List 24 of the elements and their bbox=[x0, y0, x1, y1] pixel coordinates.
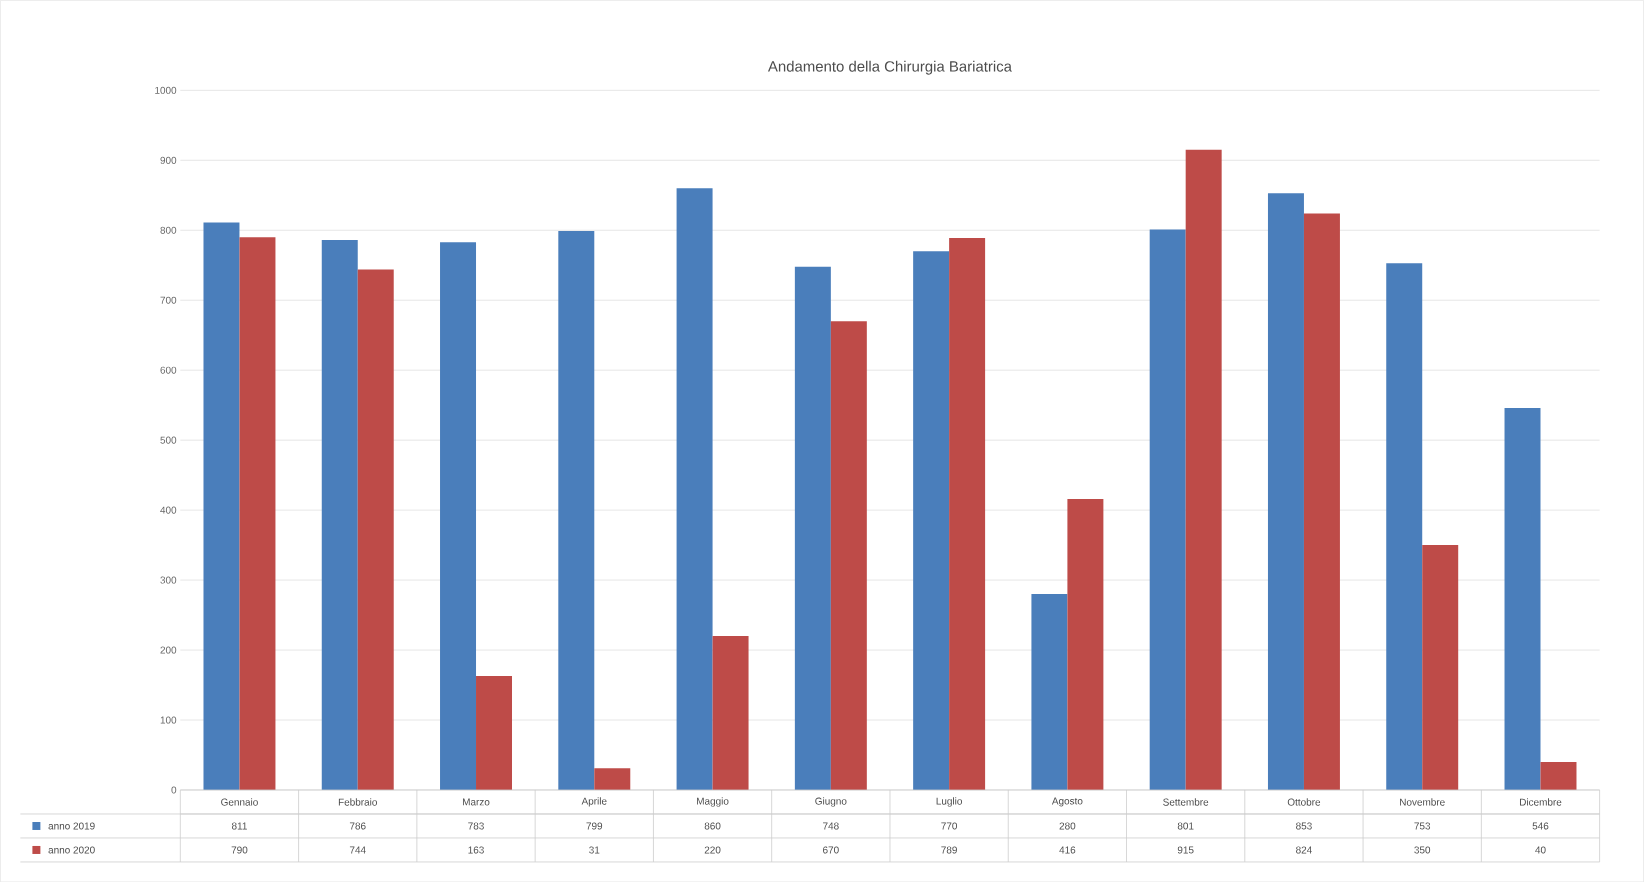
bar bbox=[1386, 262, 1423, 790]
bar bbox=[321, 239, 358, 790]
bar bbox=[1031, 593, 1068, 790]
bar bbox=[1504, 407, 1541, 790]
bar bbox=[949, 237, 986, 790]
bar bbox=[239, 237, 276, 790]
bar bbox=[203, 222, 240, 790]
bar bbox=[830, 321, 867, 790]
bar bbox=[357, 269, 394, 790]
bar bbox=[440, 242, 477, 790]
bar bbox=[794, 266, 831, 790]
bar bbox=[1185, 149, 1222, 790]
bar bbox=[1303, 213, 1340, 790]
bar bbox=[712, 635, 749, 790]
bar bbox=[558, 230, 595, 790]
bar bbox=[594, 768, 631, 790]
bar bbox=[676, 188, 713, 790]
bar bbox=[1149, 229, 1186, 790]
bar bbox=[1540, 761, 1577, 790]
bar bbox=[1067, 498, 1104, 790]
bar bbox=[913, 251, 950, 790]
bar bbox=[476, 675, 513, 790]
bar bbox=[1267, 193, 1304, 790]
bar bbox=[1422, 544, 1459, 790]
